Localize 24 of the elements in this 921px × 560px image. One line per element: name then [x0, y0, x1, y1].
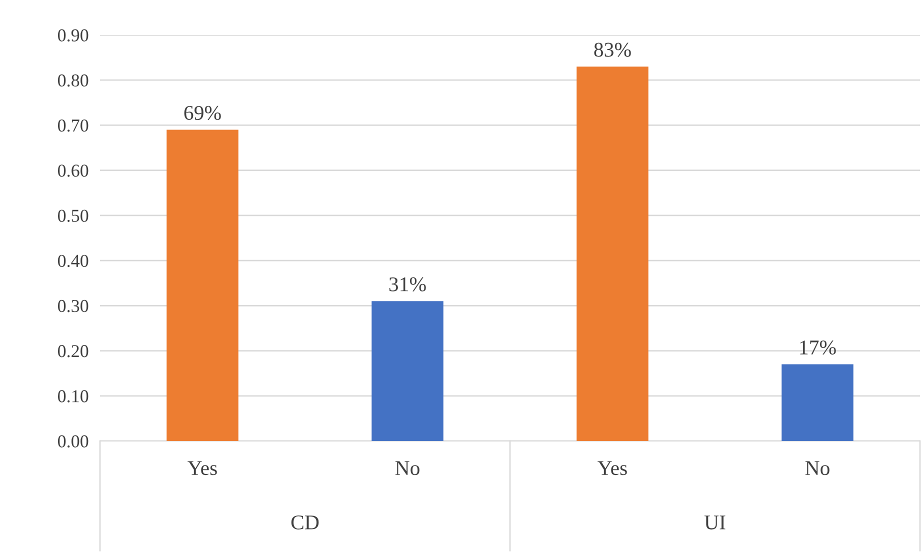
y-tick-label: 0.00 [58, 435, 88, 448]
data-label: 31% [389, 277, 426, 292]
y-tick-label: 0.20 [58, 345, 88, 358]
bar [576, 66, 648, 441]
y-tick-label: 0.80 [58, 74, 88, 87]
data-label: 17% [800, 340, 836, 355]
y-tick-label: 0.30 [58, 300, 88, 312]
x-tick-label: No [805, 461, 830, 476]
text: UI [704, 516, 726, 530]
x-tick-label: Yes [598, 461, 627, 476]
y-tick-label: 0.70 [58, 119, 88, 132]
data-label: 69% [184, 106, 221, 120]
y-tick-label: 0.10 [58, 390, 88, 402]
y-tick-label: 0.60 [58, 164, 88, 177]
y-tick-label: 0.90 [58, 29, 88, 42]
x-tick-label: No [395, 461, 420, 476]
text: CD [291, 515, 319, 530]
bar [782, 364, 854, 441]
y-tick-label: 0.50 [58, 210, 88, 222]
y-tick-label: 0.40 [58, 254, 88, 268]
bar [166, 130, 238, 441]
x-tick-label: Yes [188, 461, 217, 476]
bar [372, 301, 444, 441]
data-label: 83% [594, 42, 631, 57]
